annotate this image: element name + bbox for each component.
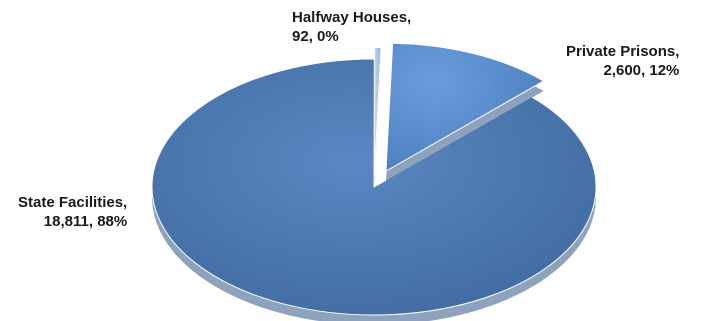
pie-slice-halfway-houses bbox=[373, 46, 382, 176]
slice-label-state-facilities: State Facilities, 18,811, 88% bbox=[18, 194, 128, 230]
pie-slice-private-prisons bbox=[385, 42, 545, 173]
pie-slice-state-facilities bbox=[151, 58, 597, 316]
slice-label-private-prisons: Private Prisons, 2,600, 12% bbox=[566, 43, 680, 79]
slice-label-halfway-houses: Halfway Houses, 92, 0% bbox=[292, 9, 412, 45]
